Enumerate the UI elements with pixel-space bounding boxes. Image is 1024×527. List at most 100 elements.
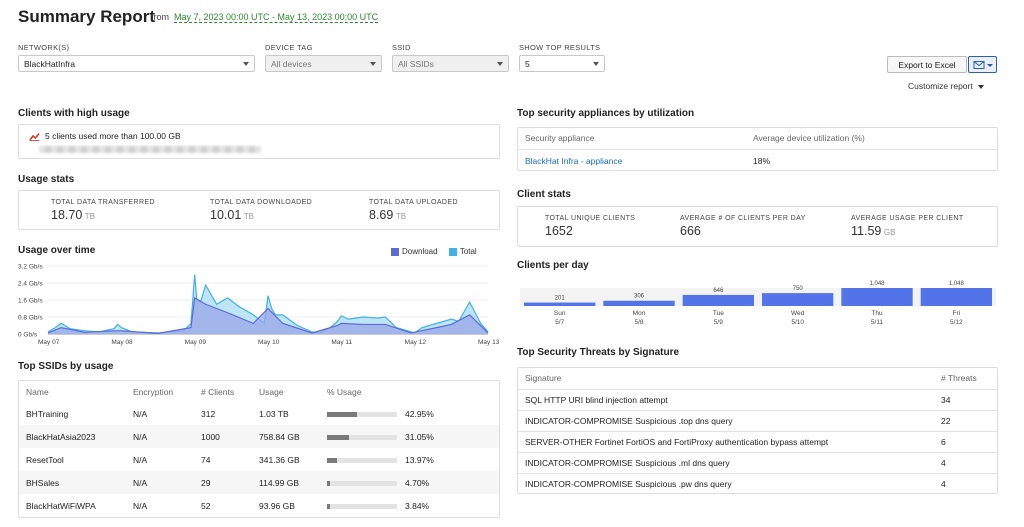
appliance-link[interactable]: BlackHat Infra - appliance (518, 148, 746, 170)
bar-value-label: 1,048 (869, 281, 885, 287)
stat-total-uploaded: TOTAL DATA UPLOADED 8.69 TB (369, 199, 458, 222)
column-header: # Threats (941, 373, 977, 384)
bar-wed (762, 293, 834, 306)
ssid-encryption: N/A (133, 408, 148, 419)
ssid-name: BHTraining (26, 408, 69, 419)
table-row: INDICATOR-COMPROMISE Suspicious .ml dns … (518, 451, 997, 473)
from-label: from (151, 12, 169, 22)
top-results-select[interactable]: 5 (519, 55, 605, 72)
stat-unit: TB (395, 212, 407, 221)
column-header: % Usage (327, 386, 362, 397)
top-ssids-table-panel: Name Encryption # Clients Usage % Usage … (18, 380, 500, 518)
column-header: Signature (525, 373, 562, 384)
column-header: Average device utilization (%) (753, 133, 865, 144)
usage-progress-fill (327, 503, 330, 509)
export-excel-button[interactable]: Export to Excel (887, 56, 967, 73)
device-tag-value: All devices (271, 59, 312, 69)
ssid-pct-usage: 42.95% (320, 402, 499, 425)
bar-date-label: 5/10 (791, 319, 804, 326)
threat-signature: INDICATOR-COMPROMISE Suspicious .pw dns … (518, 472, 934, 493)
bar-sun (524, 302, 596, 306)
ssid-name: BlackHatAsia2023 (19, 425, 126, 448)
y-tick-label: 0.8 Gb/s (18, 315, 43, 322)
stat-value: 10.01 (210, 208, 242, 222)
ssid-encryption: N/A (126, 471, 194, 494)
blurred-client-list (39, 146, 261, 153)
bar-fri (920, 288, 992, 306)
bar-date-label: 5/9 (714, 319, 723, 326)
column-header: Name (26, 386, 49, 397)
stat-value: 18.70 (51, 208, 83, 222)
usage-progress-bar (327, 411, 397, 417)
table-row: INDICATOR-COMPROMISE Suspicious .pw dns … (518, 472, 997, 493)
y-tick-label: 2.4 Gb/s (18, 281, 43, 288)
chevron-down-icon (593, 62, 599, 66)
ssid-usage: 114.99 GB (252, 471, 320, 494)
email-report-button[interactable] (968, 56, 997, 73)
usage-percent: 31.05% (405, 431, 434, 442)
y-tick-label: 3.2 Gb/s (18, 264, 43, 271)
stat-label: TOTAL DATA TRANSFERRED (51, 199, 155, 206)
bar-day-label: Mon (633, 310, 646, 317)
ssid-usage: 1.03 TB (259, 408, 289, 419)
stat-unit: TB (243, 212, 255, 221)
bar-value-label: 750 (793, 286, 804, 292)
ssid-name: ResetTool (26, 454, 64, 465)
ssid-value: All SSIDs (398, 59, 434, 69)
ssid-label: SSID (392, 43, 411, 52)
usage-progress-bar (327, 503, 397, 509)
x-tick-label: May 11 (331, 339, 352, 346)
x-tick-label: May 12 (405, 339, 427, 346)
ssid-pct-usage: 3.84% (320, 494, 499, 517)
usage-percent: 13.97% (405, 454, 434, 465)
ssid-pct-usage: 31.05% (320, 425, 499, 448)
ssid-clients: 74 (201, 454, 211, 465)
ssid-clients: 1000 (194, 425, 252, 448)
ssid-usage: 93.96 GB (259, 500, 295, 511)
x-tick-label: May 13 (478, 339, 500, 346)
stat-value: 1652 (545, 224, 573, 238)
bar-day-label: Fri (953, 310, 961, 317)
ssid-pct-usage: 4.70% (320, 471, 499, 494)
stat-unit: TB (84, 212, 96, 221)
bar-date-label: 5/12 (950, 319, 963, 326)
stat-value: 11.59 (851, 224, 882, 238)
column-header: Security appliance (525, 133, 595, 144)
x-tick-label: May 09 (185, 339, 207, 346)
usage-progress-fill (327, 411, 358, 417)
ssid-usage: 758.84 GB (252, 425, 320, 448)
caret-down-icon (978, 84, 985, 89)
usage-over-time-title: Usage over time (18, 245, 96, 256)
device-tag-select[interactable]: All devices (265, 55, 382, 72)
date-range-picker[interactable]: May 7, 2023 00:00 UTC - May 13, 2023 00:… (174, 12, 379, 23)
table-row: BlackHatWiFiWPA N/A 52 93.96 GB 3.84% (19, 494, 499, 517)
threat-signature: SERVER-OTHER Fortinet FortiOS and FortiP… (518, 430, 934, 452)
table-row: INDICATOR-COMPROMISE Suspicious .top dns… (518, 409, 997, 431)
legend-swatch-download (391, 247, 399, 256)
ssid-select[interactable]: All SSIDs (392, 55, 509, 72)
envelope-icon (973, 61, 993, 69)
usage-percent: 3.84% (405, 500, 430, 511)
x-tick-label: May 08 (111, 339, 133, 346)
y-tick-label: 1.6 Gb/s (18, 298, 43, 305)
client-stats-panel: TOTAL UNIQUE CLIENTS 1652 AVERAGE # OF C… (517, 206, 998, 247)
table-row: SERVER-OTHER Fortinet FortiOS and FortiP… (518, 430, 997, 452)
usage-progress-fill (327, 480, 331, 486)
table-row: BHSales N/A 29 114.99 GB 4.70% (19, 471, 499, 494)
series-line-download (47, 296, 489, 334)
ssid-encryption: N/A (126, 425, 194, 448)
table-row: BlackHatAsia2023 N/A 1000 758.84 GB 31.05% (19, 425, 499, 448)
table-row: ResetTool N/A 74 341.36 GB 13.97% (19, 448, 499, 471)
customize-report-menu[interactable]: Customize report (908, 81, 985, 91)
stat-label: TOTAL DATA DOWNLOADED (210, 199, 313, 206)
y-tick-label: 0 Gb/s (18, 332, 38, 339)
usage-progress-fill (327, 434, 349, 440)
stat-value: 8.69 (369, 208, 394, 222)
clients-per-day-title: Clients per day (517, 260, 589, 271)
bar-date-label: 5/8 (634, 319, 643, 326)
network-select[interactable]: BlackHatInfra (18, 55, 255, 72)
high-usage-title: Clients with high usage (18, 108, 130, 119)
chart-legend: Download Total (391, 247, 477, 256)
top-ssids-table: Name Encryption # Clients Usage % Usage … (19, 381, 499, 517)
series-area-total (48, 274, 488, 334)
